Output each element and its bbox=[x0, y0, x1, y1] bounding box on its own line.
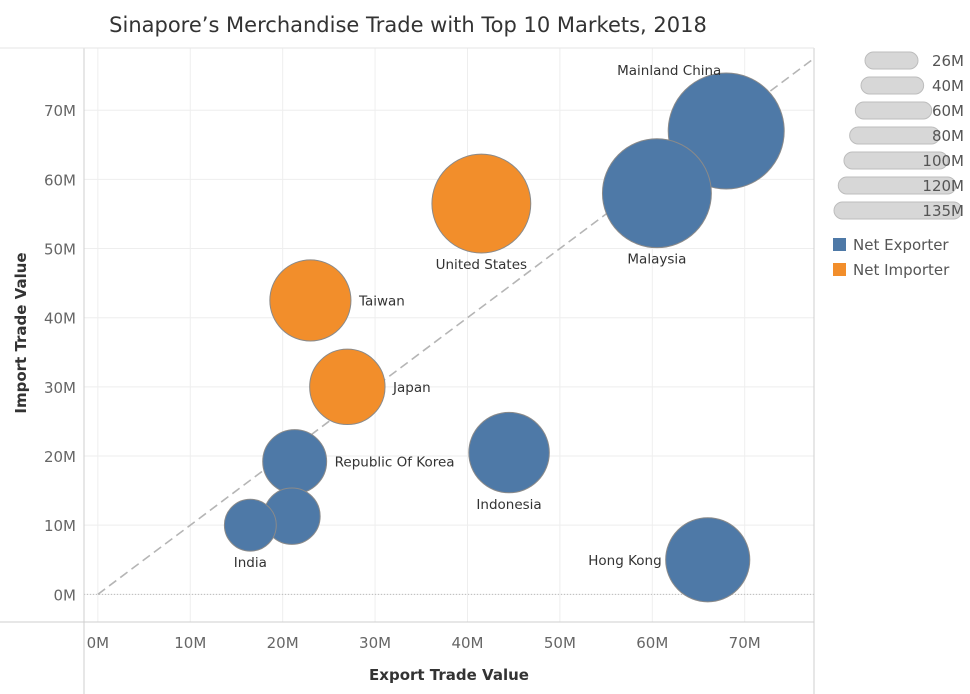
bubble-label: Mainland China bbox=[617, 63, 721, 79]
bubble-label: Malaysia bbox=[627, 252, 686, 268]
bubble-label: Taiwan bbox=[358, 293, 405, 309]
bubble-label: United States bbox=[436, 257, 527, 273]
size-legend-swatch bbox=[837, 176, 957, 195]
bubble-label: India bbox=[234, 555, 267, 571]
y-tick-label: 10M bbox=[44, 517, 76, 535]
bubbles bbox=[223, 72, 785, 603]
x-axis-label: Export Trade Value bbox=[369, 666, 529, 684]
x-tick-label: 0M bbox=[87, 634, 110, 652]
size-legend-swatch bbox=[843, 151, 949, 170]
bubble-hong-kong[interactable] bbox=[665, 517, 751, 603]
size-legend-label: 135M bbox=[922, 202, 964, 220]
size-legend-swatch bbox=[833, 201, 963, 220]
y-tick-label: 50M bbox=[44, 241, 76, 259]
bubble-labels: Mainland China Malaysia United States Taiwa… bbox=[234, 63, 722, 571]
y-tick-label: 60M bbox=[44, 171, 76, 189]
bubble-malaysia[interactable] bbox=[601, 138, 712, 249]
x-tick-label: 20M bbox=[267, 634, 299, 652]
size-legend-label: 60M bbox=[932, 102, 964, 120]
x-tick-label: 30M bbox=[359, 634, 391, 652]
bubble-republic-of-korea[interactable] bbox=[262, 429, 328, 495]
y-axis-ticks: 0M 10M 20M 30M 40M 50M 60M 70M bbox=[44, 102, 76, 604]
size-legend-swatch bbox=[860, 76, 925, 95]
bubble-india[interactable] bbox=[223, 498, 277, 552]
y-tick-label: 30M bbox=[44, 379, 76, 397]
bubble-united-states[interactable] bbox=[431, 153, 532, 254]
color-legend-label: Net Importer bbox=[853, 261, 950, 279]
color-legend-swatch bbox=[833, 238, 846, 251]
bubble-label: Hong Kong bbox=[588, 553, 661, 569]
size-legend-swatch bbox=[854, 101, 933, 120]
x-axis-ticks: 0M 10M 20M 30M 40M 50M 60M 70M bbox=[87, 634, 761, 652]
bubble-taiwan[interactable] bbox=[269, 259, 352, 342]
bubble-indonesia[interactable] bbox=[468, 411, 550, 494]
axis-frame bbox=[0, 47, 815, 694]
size-legend: 26M 40M 60M 80M 100M 120M 135M bbox=[833, 51, 964, 220]
color-legend-swatch bbox=[833, 263, 846, 276]
size-legend-label: 80M bbox=[932, 127, 964, 145]
y-tick-label: 40M bbox=[44, 310, 76, 328]
size-legend-swatch bbox=[864, 51, 919, 70]
color-legend-label: Net Exporter bbox=[853, 236, 949, 254]
bubble-label: Indonesia bbox=[476, 497, 541, 513]
x-tick-label: 60M bbox=[636, 634, 668, 652]
size-legend-label: 26M bbox=[932, 52, 964, 70]
x-tick-label: 50M bbox=[544, 634, 576, 652]
x-tick-label: 10M bbox=[174, 634, 206, 652]
bubble-japan[interactable] bbox=[309, 348, 386, 426]
bubble-label: Japan bbox=[392, 380, 431, 396]
y-tick-label: 0M bbox=[54, 586, 77, 604]
plot-area: Mainland China Malaysia United States Taiwa… bbox=[84, 48, 815, 622]
size-legend-label: 40M bbox=[932, 77, 964, 95]
size-legend-label: 120M bbox=[922, 177, 964, 195]
x-tick-label: 40M bbox=[451, 634, 483, 652]
bubble-label: Republic Of Korea bbox=[335, 455, 455, 471]
size-legend-label: 100M bbox=[922, 152, 964, 170]
chart-title: Sinapore’s Merchandise Trade with Top 10… bbox=[109, 13, 707, 37]
y-tick-label: 70M bbox=[44, 102, 76, 120]
x-tick-label: 70M bbox=[729, 634, 761, 652]
y-axis-label: Import Trade Value bbox=[12, 252, 30, 413]
y-tick-label: 20M bbox=[44, 448, 76, 466]
size-legend-swatch bbox=[849, 126, 941, 145]
color-legend: Net Exporter Net Importer bbox=[833, 236, 950, 279]
